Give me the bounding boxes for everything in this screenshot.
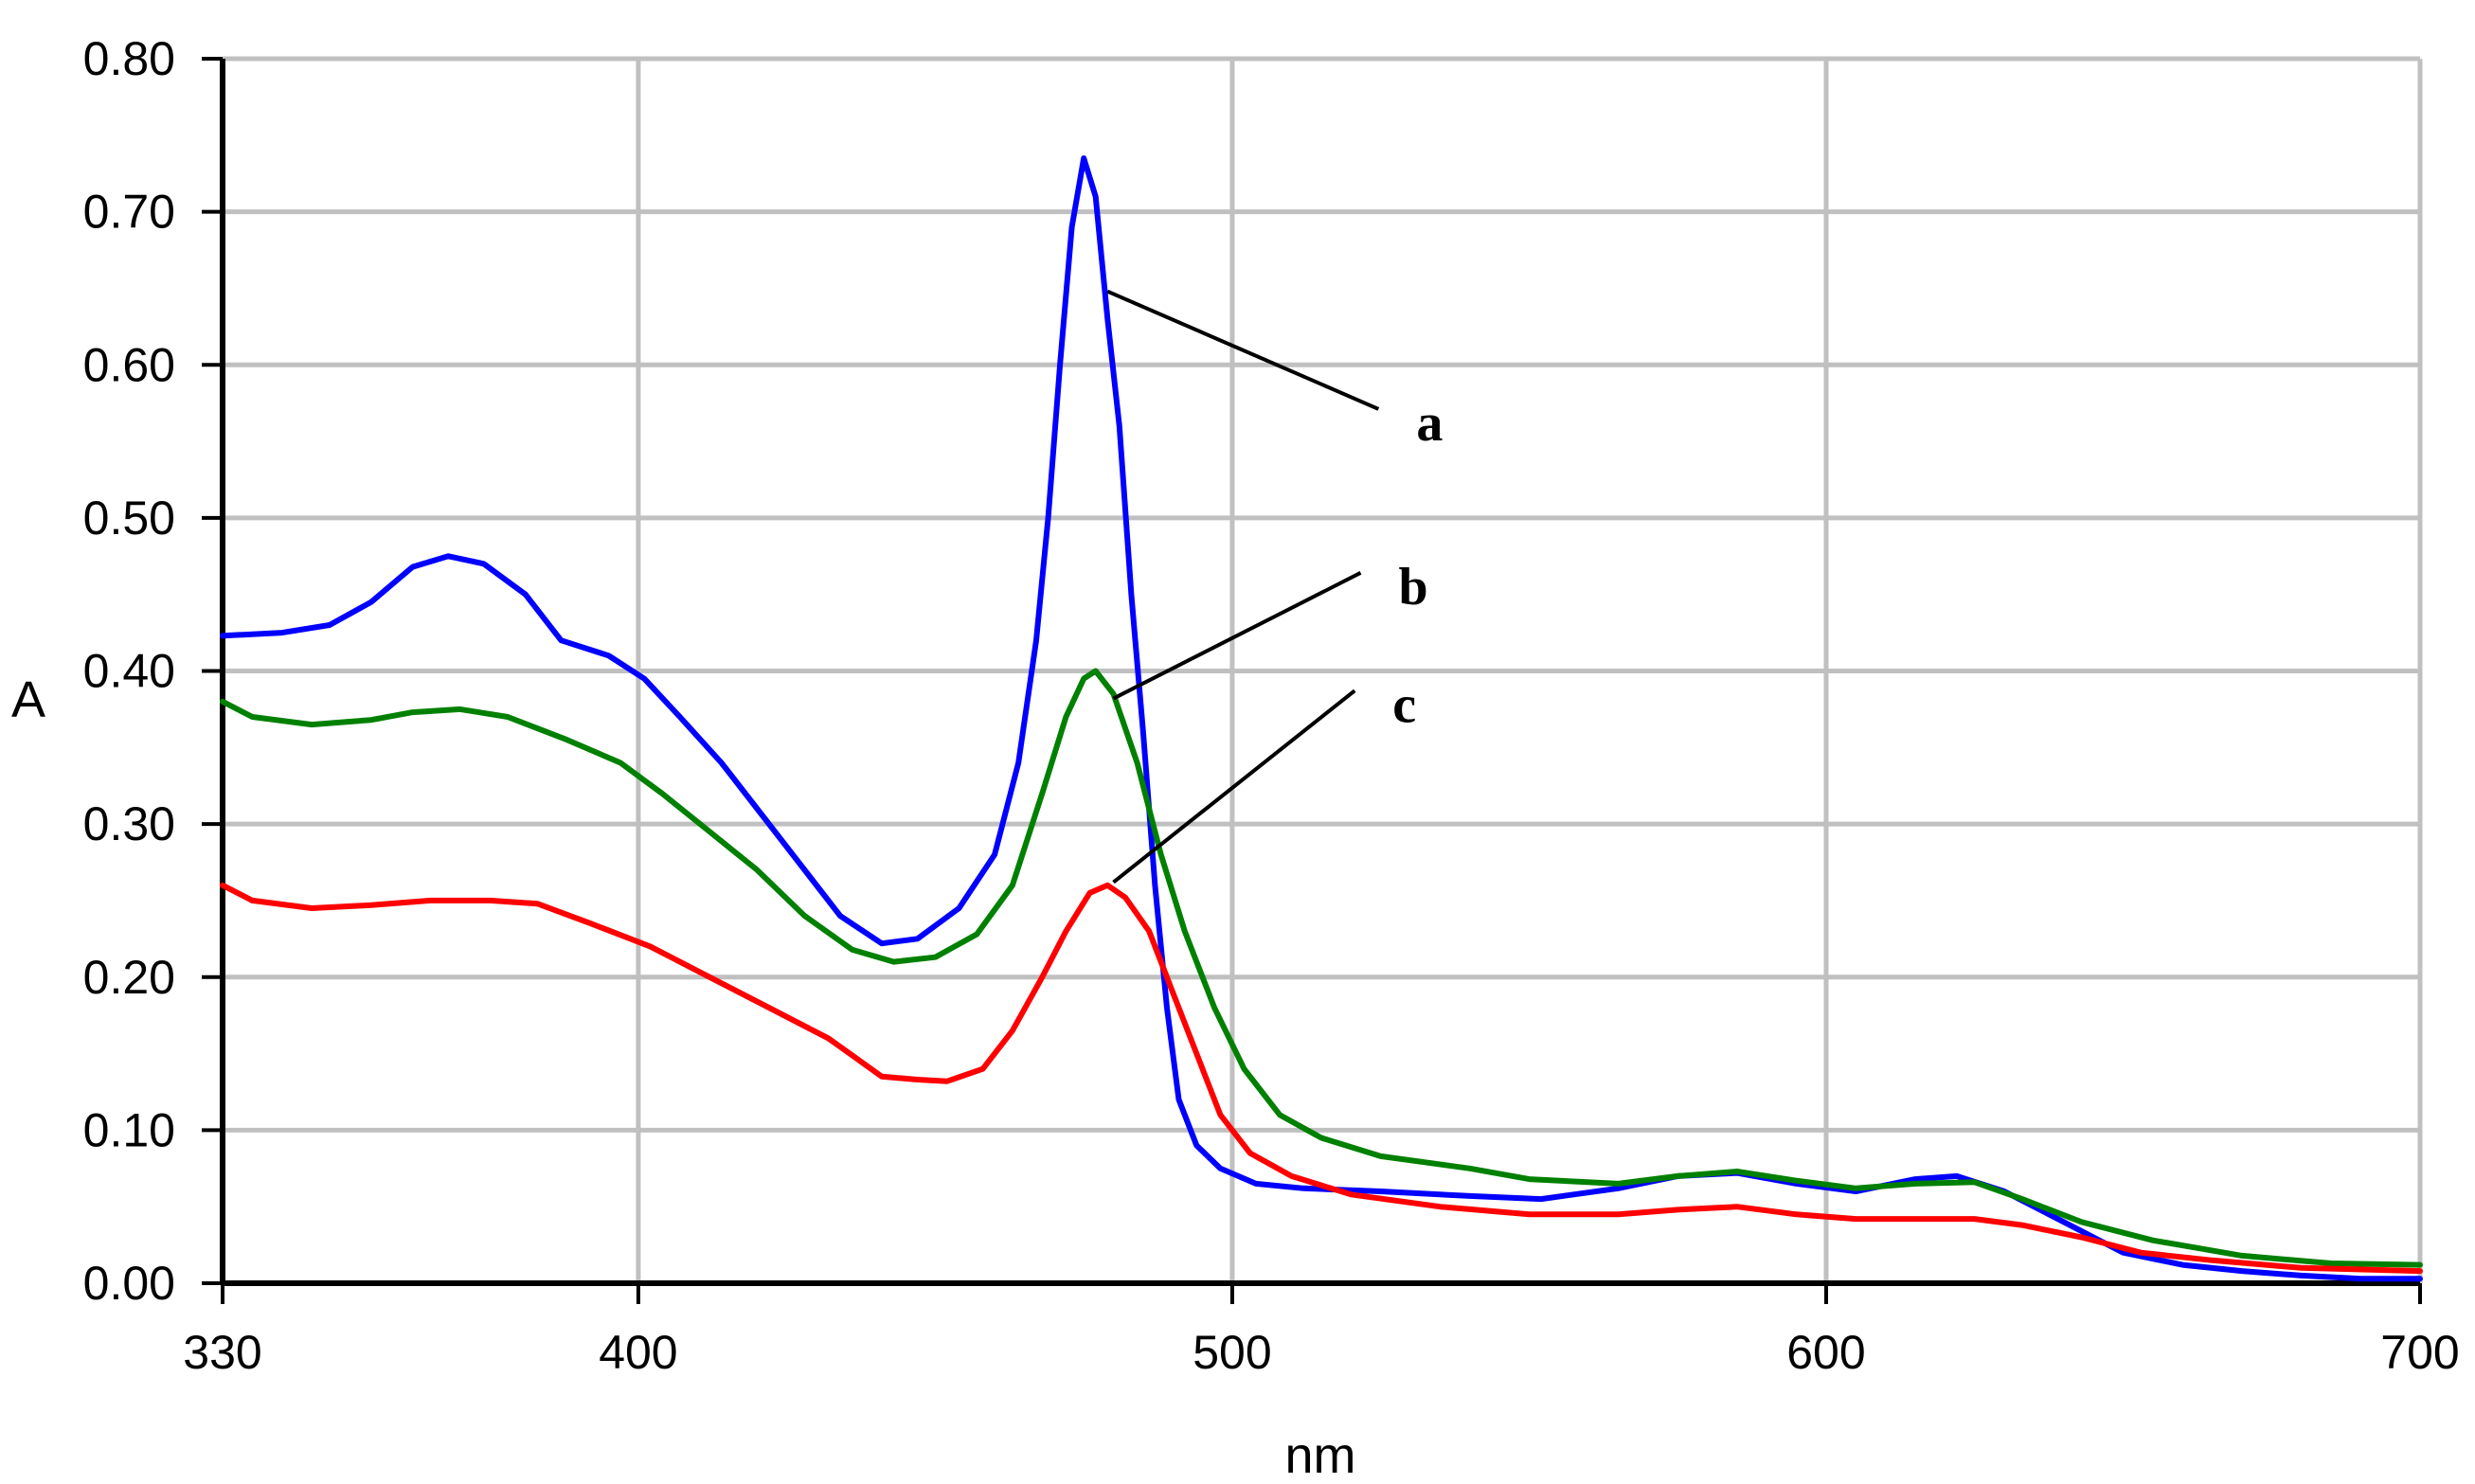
axes (202, 57, 2422, 1304)
x-axis-label: nm (1284, 1427, 1355, 1484)
grid (220, 56, 2423, 1286)
series-line-a (220, 155, 2423, 1282)
annotation-leader-line (1112, 688, 1356, 885)
y-tick-label: 0.20 (83, 951, 175, 1004)
annotation-label-b: b (1399, 558, 1428, 617)
y-axis-label: A (11, 671, 45, 728)
y-tick-label: 0.10 (83, 1103, 175, 1156)
annotation-label-a: a (1416, 394, 1443, 453)
x-tick-label: 600 (1786, 1326, 1865, 1379)
y-tick-label: 0.30 (83, 797, 175, 850)
series-line-b (220, 668, 2423, 1268)
series (220, 155, 2423, 1282)
y-tick-label: 0.80 (83, 32, 175, 85)
y-tick-label: 0.40 (83, 645, 175, 698)
annotation-leader-line (1106, 289, 1380, 411)
y-tick-label: 0.60 (83, 338, 175, 391)
x-tick-label: 330 (183, 1326, 261, 1379)
annotation-leader-line (1112, 571, 1362, 701)
series-annotations: a bc (1106, 289, 1443, 885)
annotation-label-c: c (1392, 675, 1416, 734)
x-tick-label: 400 (599, 1326, 677, 1379)
y-tick-label: 0.00 (83, 1257, 175, 1310)
tick-labels: 0.00 0.10 0.20 0.30 0.40 0.50 0.60 0.70 0.80 330 4… (83, 32, 2460, 1379)
y-tick-label: 0.50 (83, 492, 175, 545)
series-line-c (220, 882, 2423, 1275)
x-tick-label: 700 (2380, 1326, 2459, 1379)
y-tick-label: 0.70 (83, 186, 175, 239)
x-tick-label: 500 (1193, 1326, 1271, 1379)
